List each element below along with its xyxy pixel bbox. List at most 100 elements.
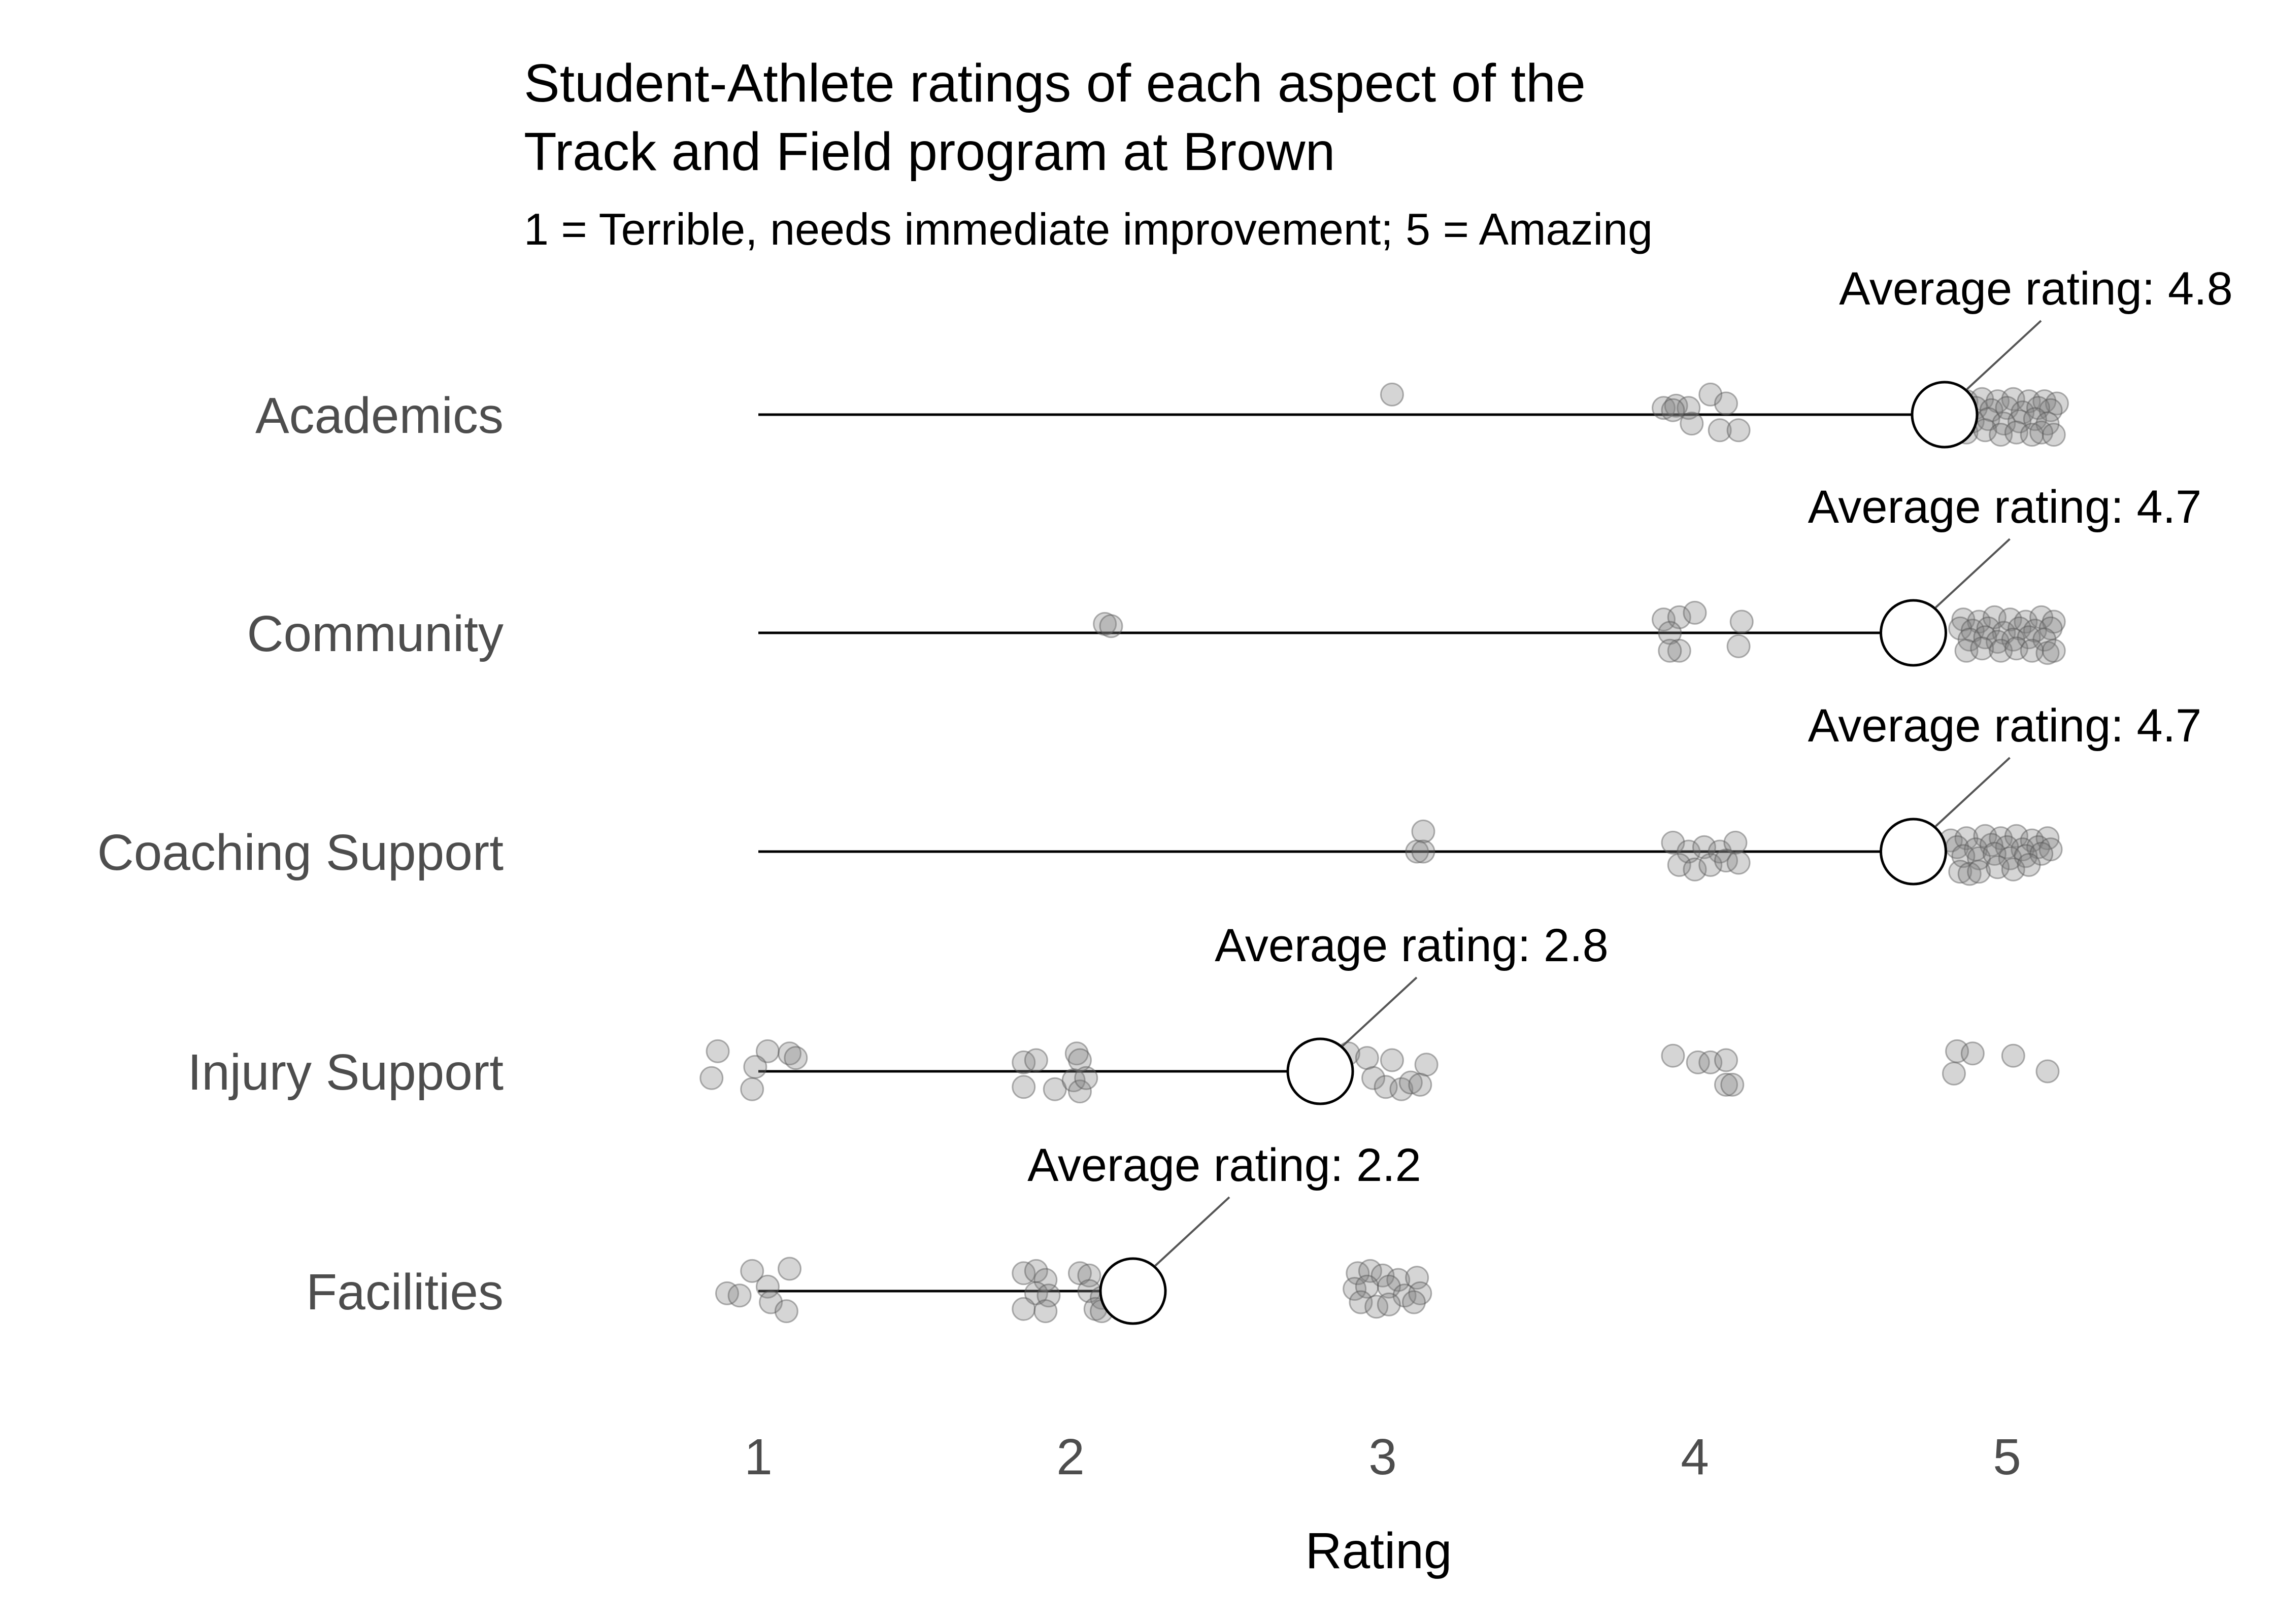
rating-point — [1948, 616, 1972, 640]
rating-point — [1942, 1061, 1966, 1086]
rating-point — [1986, 389, 2010, 414]
rating-point — [1374, 1075, 1398, 1099]
annotation-connector — [1966, 320, 2042, 390]
rating-point — [2014, 844, 2038, 868]
rating-point — [2035, 412, 2060, 436]
rating-point — [740, 1077, 764, 1101]
row-coaching-support: Average rating: 4.7 — [758, 700, 2202, 886]
rating-point — [1380, 1048, 1404, 1072]
rating-point — [2029, 841, 2054, 866]
rating-point — [699, 1066, 724, 1090]
average-annotation: Average rating: 4.7 — [1808, 481, 2202, 533]
rating-point — [1989, 423, 2013, 447]
rating-point — [1683, 600, 1707, 625]
rating-point — [1698, 1050, 1723, 1074]
rating-point — [1414, 1053, 1439, 1077]
rating-point — [1720, 1072, 1745, 1097]
rating-point — [1361, 1066, 1386, 1090]
rating-point — [1967, 610, 1991, 634]
row-academics: Average rating: 4.8 — [758, 263, 2233, 449]
rating-point — [1708, 418, 1732, 443]
rating-point — [2020, 638, 2044, 663]
rating-point — [1998, 846, 2022, 870]
rating-point — [755, 1039, 780, 1063]
rating-point — [1957, 862, 1982, 886]
rating-point — [1945, 1039, 1969, 1063]
rating-point — [1658, 638, 1682, 663]
rating-point — [2029, 420, 2054, 445]
rating-point — [778, 1041, 801, 1066]
rating-point — [2017, 389, 2041, 414]
category-label-injury-support: Injury Support — [187, 1044, 504, 1101]
rating-point — [1012, 1075, 1036, 1099]
rating-point — [1364, 1295, 1389, 1319]
rating-point — [1661, 830, 1685, 855]
average-annotation: Average rating: 4.7 — [1808, 700, 2202, 752]
rating-point — [2001, 1043, 2025, 1068]
rating-point — [1973, 625, 1997, 650]
rating-point — [1986, 855, 2010, 879]
rating-point — [1093, 612, 1117, 636]
rating-point — [1358, 1259, 1382, 1283]
rating-point — [2029, 605, 2054, 629]
category-label-academics: Academics — [255, 387, 504, 444]
row-injury-support: Average rating: 2.8 — [699, 920, 2060, 1105]
chart-title-line-1: Student-Athlete ratings of each aspect o… — [524, 53, 1586, 113]
rating-point — [740, 1259, 764, 1283]
annotation-connector — [1154, 1196, 1230, 1267]
rating-point — [706, 1039, 730, 1063]
rating-point — [743, 1055, 767, 1079]
rating-point — [2008, 409, 2032, 433]
rating-point — [1683, 857, 1707, 882]
rating-point — [1726, 634, 1751, 658]
rating-point — [1408, 1072, 1432, 1097]
rating-point — [1951, 607, 1976, 632]
rating-point — [2008, 616, 2032, 640]
rating-point — [2011, 837, 2035, 862]
rating-point — [2001, 857, 2025, 882]
rating-point — [1652, 607, 1676, 632]
rating-point — [1960, 1041, 1985, 1066]
rating-point — [1982, 605, 2007, 629]
rating-point — [1012, 1050, 1036, 1074]
rating-point — [774, 1299, 798, 1324]
chart-subtitle: 1 = Terrible, needs immediate improvemen… — [524, 204, 1653, 254]
rating-point — [1967, 846, 1991, 870]
rating-point — [1992, 412, 2016, 436]
rating-point — [2020, 423, 2044, 447]
average-marker — [1099, 1257, 1167, 1325]
rating-point — [1074, 1066, 1098, 1090]
rating-point — [2026, 835, 2050, 859]
rating-point — [1012, 1261, 1036, 1285]
average-annotation: Average rating: 4.8 — [1839, 263, 2233, 315]
rating-point — [715, 1281, 739, 1305]
rating-point — [2004, 420, 2028, 445]
rating-point — [1043, 1077, 1067, 1101]
rating-point — [1658, 621, 1682, 645]
rating-point — [1686, 1050, 1710, 1074]
annotation-connector — [1935, 757, 2011, 827]
x-tick-label: 2 — [1056, 1429, 1085, 1485]
category-labels: Academics Community Coaching Support Injury… — [97, 387, 504, 1321]
annotation-connector — [1935, 538, 2011, 608]
rating-point — [1964, 837, 1988, 862]
rating-point — [1067, 1261, 1092, 1285]
rating-point — [1960, 619, 1985, 643]
rating-point — [2032, 627, 2057, 652]
rating-point — [1973, 824, 1997, 848]
rating-point — [1405, 839, 1429, 864]
rating-point — [1957, 627, 1982, 652]
chart-title-line-2: Track and Field program at Brown — [524, 122, 1335, 182]
rating-point — [1349, 1290, 1373, 1314]
rating-point — [1967, 860, 1991, 884]
rating-point — [1408, 1281, 1432, 1305]
rating-point — [1411, 839, 1435, 864]
x-tick-label: 5 — [1993, 1429, 2021, 1485]
x-axis-ticks: 1 2 3 4 5 — [744, 1429, 2021, 1485]
rating-point — [784, 1046, 808, 1070]
rating-point — [1380, 382, 1404, 407]
average-marker — [1880, 599, 1947, 667]
rating-point — [1723, 830, 1748, 855]
rating-point — [1998, 607, 2022, 632]
